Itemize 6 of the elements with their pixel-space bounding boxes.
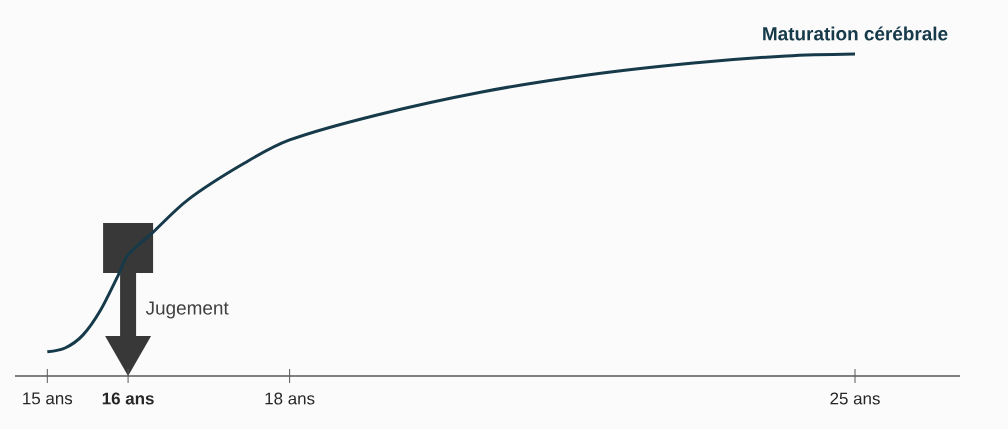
annotation: Jugement [145, 301, 229, 319]
x-tick-label: 16 ans [102, 392, 154, 405]
series-label: Maturation cérébrale [763, 26, 948, 41]
x-tick-label: 18 ans [265, 392, 315, 405]
x-tick-label: 25 ans [830, 392, 880, 405]
x-tick-label: 15 ans [23, 392, 73, 405]
